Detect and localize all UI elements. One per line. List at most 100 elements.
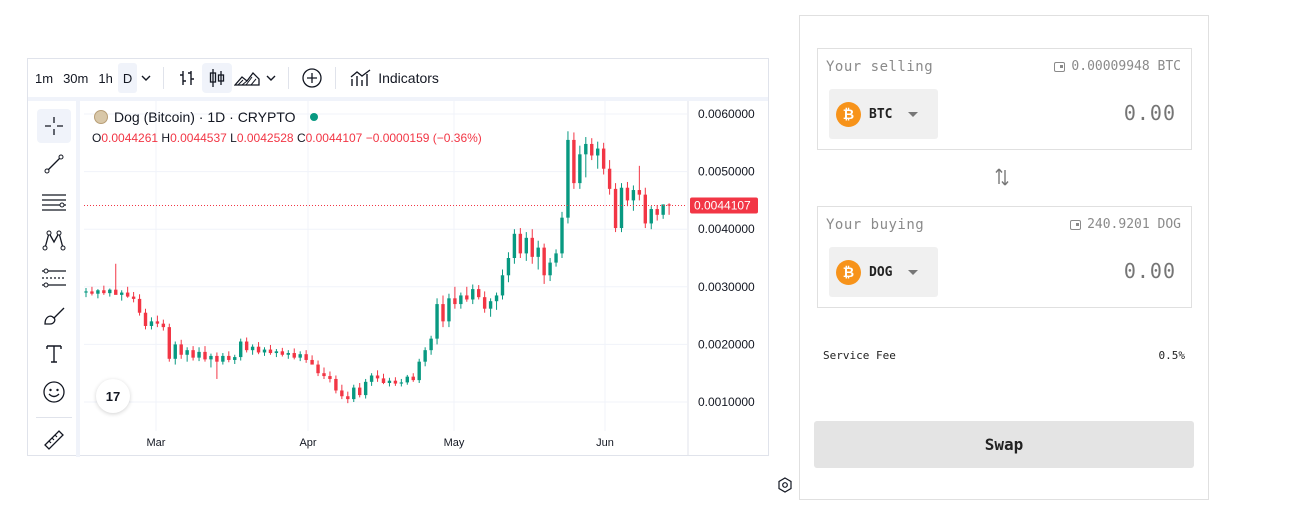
buy-balance-value: 240.9201 DOG	[1087, 217, 1181, 232]
chart-plot-area[interactable]: 0.0060000 0.0050000 0.0040000 0.0030000 0.00…	[84, 101, 792, 493]
dropdown-caret-icon	[908, 269, 919, 275]
area-chart-type-icon[interactable]	[232, 63, 262, 93]
sell-token-symbol: BTC	[869, 106, 893, 122]
y-tick-label: 0.0040000	[698, 222, 755, 236]
candle-body	[209, 355, 213, 360]
trend-line-icon[interactable]	[37, 147, 71, 181]
candle-body	[197, 351, 201, 358]
candle-body	[108, 289, 112, 294]
candle-body	[548, 262, 552, 276]
candle-body	[215, 355, 219, 362]
candle-body	[584, 143, 588, 155]
buy-balance: 240.9201 DOG	[1070, 217, 1181, 232]
candle-body	[256, 346, 261, 353]
y-tick-label: 0.0060000	[698, 107, 755, 121]
candle-body	[149, 321, 154, 326]
high-value: 0.0044537	[170, 131, 227, 145]
sell-token-box: Your selling 0.00009948 BTC ₿ BTC	[817, 48, 1192, 150]
pattern-tool-icon[interactable]	[37, 223, 71, 257]
chart-type-dropdown-chevron-icon[interactable]	[262, 73, 280, 84]
candle-body	[482, 297, 487, 309]
candle-body	[417, 361, 421, 381]
candle-body	[435, 304, 439, 339]
toolbar-divider	[288, 67, 290, 89]
candle-body	[601, 148, 606, 169]
swap-button[interactable]: Swap	[814, 421, 1194, 468]
ohlc-values: O0.0044261 H0.0044537 L0.0042528 C0.0044…	[92, 131, 482, 145]
candle-body	[120, 292, 124, 295]
low-key: L	[230, 131, 237, 145]
sell-amount-input[interactable]	[996, 101, 1176, 125]
logo-text: 17	[105, 388, 121, 404]
candle-body	[625, 187, 630, 201]
candle-body	[655, 209, 659, 215]
switch-direction-arrows-icon[interactable]	[994, 166, 1010, 192]
interval-1h[interactable]: 1h	[98, 70, 113, 86]
candle-body	[227, 355, 231, 360]
candlestick-chart-type-icon[interactable]	[202, 63, 233, 93]
indicators-label: Indicators	[378, 70, 439, 86]
emoji-icon[interactable]	[37, 375, 71, 409]
buy-amount-input[interactable]	[996, 259, 1176, 283]
crosshair-icon[interactable]	[37, 109, 71, 143]
candle-body	[346, 396, 350, 400]
buy-token-box: Your buying 240.9201 DOG ₿ DOG	[817, 206, 1192, 308]
buy-label: Your buying	[826, 217, 925, 233]
sell-balance-value: 0.00009948 BTC	[1071, 59, 1181, 74]
compare-add-symbol-icon[interactable]	[297, 63, 327, 93]
market-status-dot-icon	[309, 113, 318, 121]
interval-1m[interactable]: 1m	[35, 70, 54, 86]
tradingview-logo[interactable]: 17	[96, 379, 130, 413]
candle-body	[352, 387, 356, 400]
projection-tool-icon[interactable]	[37, 261, 71, 295]
candle-body	[233, 357, 237, 360]
candle-body	[471, 289, 475, 300]
candle-body	[173, 344, 177, 359]
candle-body	[447, 298, 451, 322]
low-value: 0.0042528	[236, 131, 294, 145]
candle-body	[411, 376, 415, 381]
candle-body	[423, 350, 427, 362]
chart-settings-gear-icon[interactable]	[777, 477, 793, 498]
candle-body	[334, 378, 338, 391]
dropdown-caret-icon	[908, 111, 919, 117]
interval-dropdown-chevron-icon[interactable]	[137, 73, 155, 84]
brush-icon[interactable]	[37, 299, 71, 333]
service-fee-label: Service Fee	[823, 349, 896, 362]
sell-label: Your selling	[826, 59, 934, 75]
y-tick-label: 0.0030000	[698, 280, 755, 294]
candle-body	[536, 247, 540, 257]
candle-body	[405, 376, 409, 383]
buy-token-select[interactable]: ₿ DOG	[829, 247, 938, 297]
pitchfork-lines-icon[interactable]	[37, 185, 71, 219]
interval-day[interactable]: D	[117, 63, 138, 93]
chart-widget: 1m 30m 1h D Indicators	[27, 58, 792, 493]
high-key: H	[161, 131, 171, 145]
candle-body	[137, 298, 142, 313]
buy-token-symbol: DOG	[869, 264, 893, 280]
candle-body	[274, 351, 279, 354]
sell-balance: 0.00009948 BTC	[1054, 59, 1181, 74]
toolbar-divider	[335, 67, 337, 89]
sell-token-select[interactable]: ₿ BTC	[829, 89, 938, 139]
candle-body	[155, 321, 160, 324]
candle-body	[250, 346, 255, 351]
close-value: 0.0044107	[305, 131, 363, 145]
candle-body	[369, 375, 374, 382]
candle-body	[613, 188, 618, 229]
candlestick-chart[interactable]: 0.0060000 0.0050000 0.0040000 0.0030000 0.00…	[84, 101, 768, 456]
ruler-measure-icon[interactable]	[37, 423, 71, 457]
y-tick-label: 0.0010000	[698, 395, 755, 409]
candle-body	[631, 190, 636, 201]
bar-chart-type-icon[interactable]	[172, 63, 202, 93]
candle-body	[114, 289, 118, 295]
text-tool-icon[interactable]	[37, 337, 71, 371]
candle-body	[90, 291, 94, 294]
candle-body	[667, 204, 671, 206]
toolbar-divider	[163, 67, 165, 89]
drawing-toolbar	[28, 101, 80, 457]
candle-body	[322, 373, 326, 377]
candle-body	[363, 381, 368, 396]
interval-30m[interactable]: 30m	[63, 70, 89, 86]
indicators-button[interactable]: Indicators	[344, 68, 445, 88]
